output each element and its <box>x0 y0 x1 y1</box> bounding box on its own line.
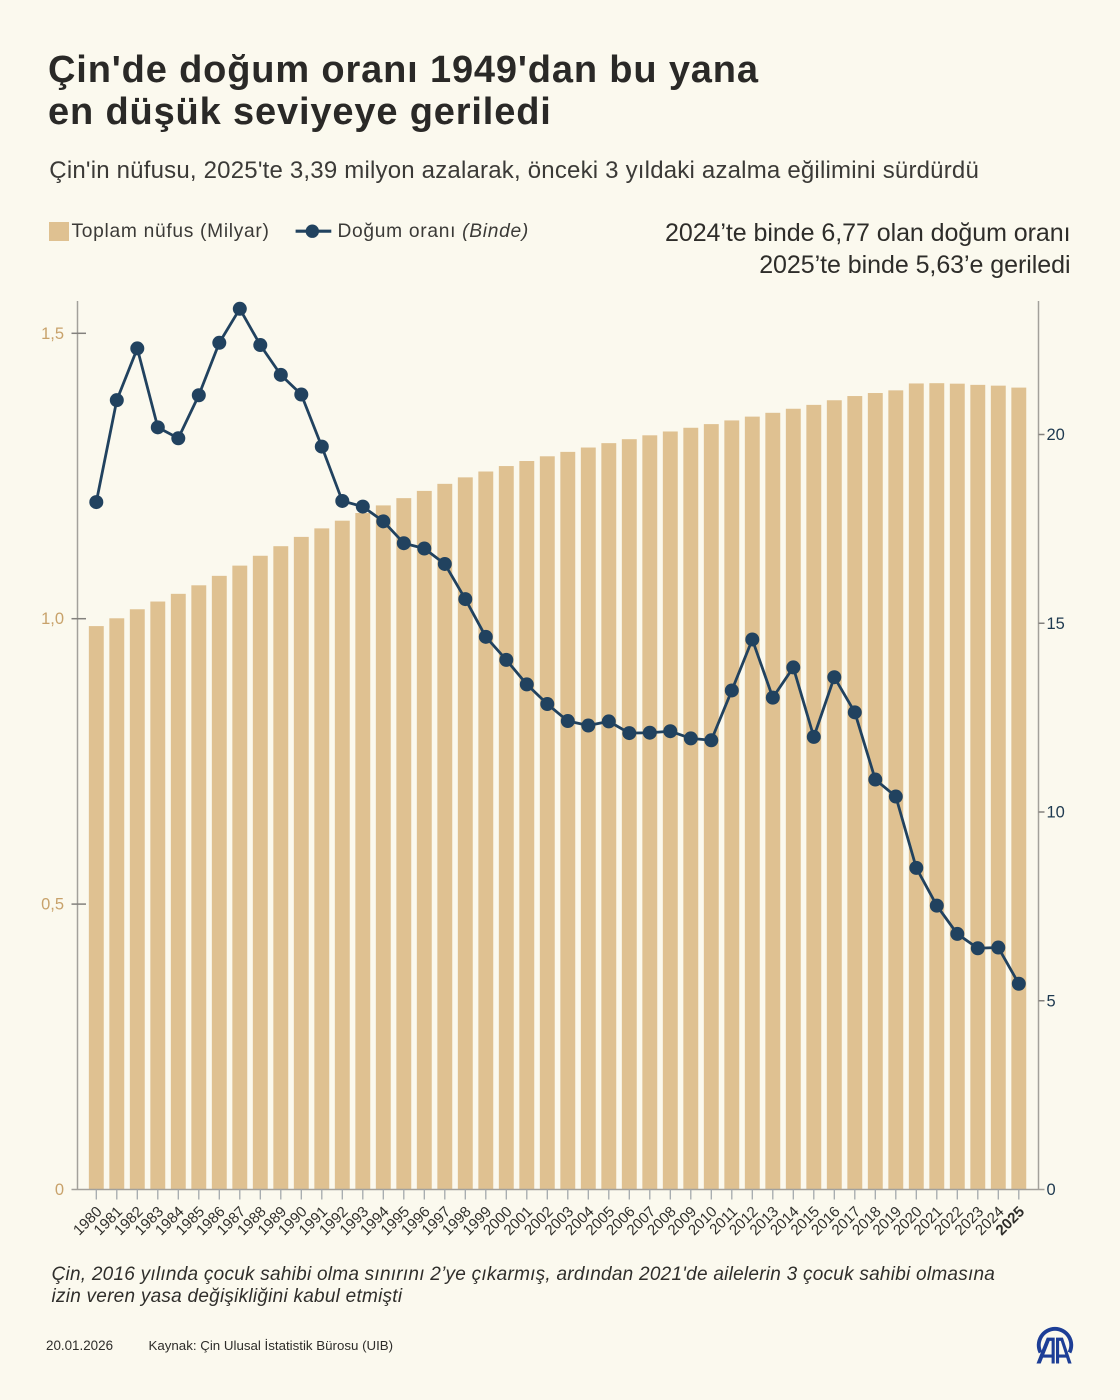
svg-text:20: 20 <box>1047 426 1065 444</box>
svg-text:0,5: 0,5 <box>41 896 64 914</box>
svg-text:1,0: 1,0 <box>41 610 64 628</box>
svg-text:0: 0 <box>55 1181 64 1199</box>
svg-text:5: 5 <box>1047 992 1056 1010</box>
svg-text:0: 0 <box>1047 1181 1056 1199</box>
svg-text:1,5: 1,5 <box>41 325 64 343</box>
svg-text:15: 15 <box>1047 615 1065 633</box>
svg-text:10: 10 <box>1047 804 1065 822</box>
